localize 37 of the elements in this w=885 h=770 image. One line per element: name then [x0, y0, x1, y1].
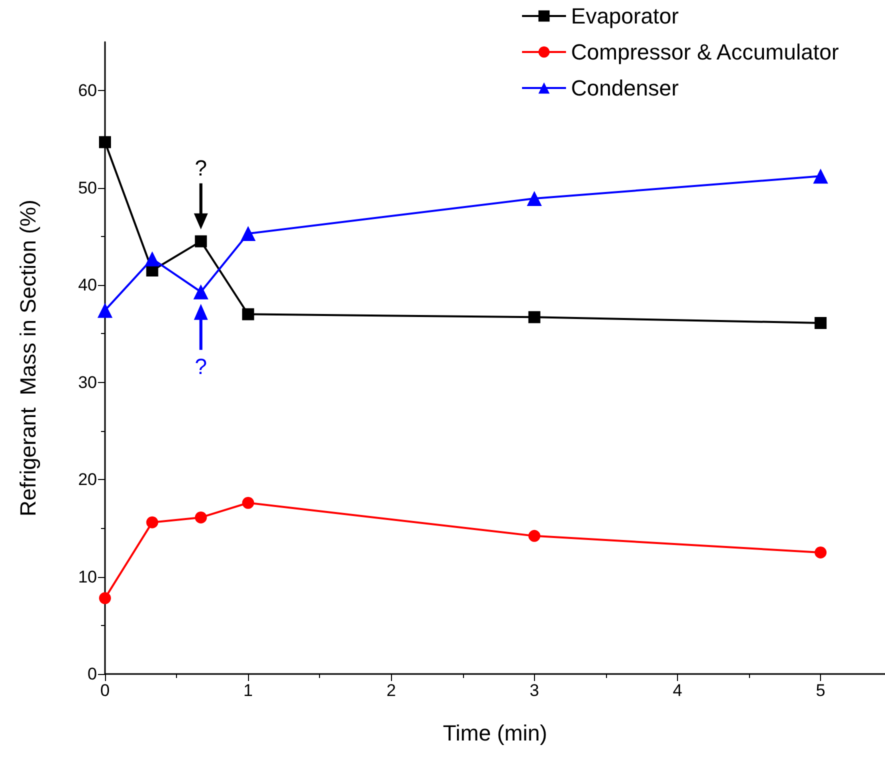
point — [528, 311, 540, 324]
point — [526, 191, 542, 206]
point — [240, 226, 256, 242]
point — [813, 168, 828, 184]
point — [814, 546, 827, 558]
x-tick-label: 1 — [243, 681, 253, 700]
legend-label: Evaporator — [571, 4, 679, 28]
x-tick-label: 4 — [672, 681, 682, 700]
y-axis-title: Refrigerant Mass in Section (%) — [16, 200, 40, 516]
annotation: ? — [194, 155, 208, 180]
y-tick-label: 50 — [78, 178, 97, 198]
point — [144, 251, 160, 266]
x-tick-label: 3 — [530, 681, 540, 700]
x-tick-label: 5 — [816, 681, 826, 700]
x-tick-label: 0 — [100, 681, 110, 700]
x-tick-label: 2 — [386, 681, 396, 700]
point — [242, 496, 254, 509]
y-tick-label: 30 — [78, 372, 97, 392]
y-tick-label: 60 — [78, 81, 97, 100]
y-tick-label: 20 — [78, 470, 97, 490]
point — [146, 516, 158, 528]
y-tick-label: 40 — [78, 276, 97, 295]
point — [194, 511, 207, 524]
legend-label: Condenser — [571, 76, 679, 100]
x-axis-title: Time (min) — [442, 720, 548, 746]
point — [193, 284, 208, 300]
point — [242, 308, 254, 320]
point — [99, 136, 111, 148]
annotation: ? — [194, 354, 208, 379]
point — [814, 316, 827, 329]
point — [99, 592, 111, 604]
legend-label: Compressor & Accumulator — [571, 40, 839, 64]
point — [98, 302, 112, 318]
point — [194, 235, 207, 248]
y-tick-label: 10 — [78, 567, 97, 586]
y-tick-label: 0 — [88, 664, 97, 684]
point — [528, 530, 540, 542]
